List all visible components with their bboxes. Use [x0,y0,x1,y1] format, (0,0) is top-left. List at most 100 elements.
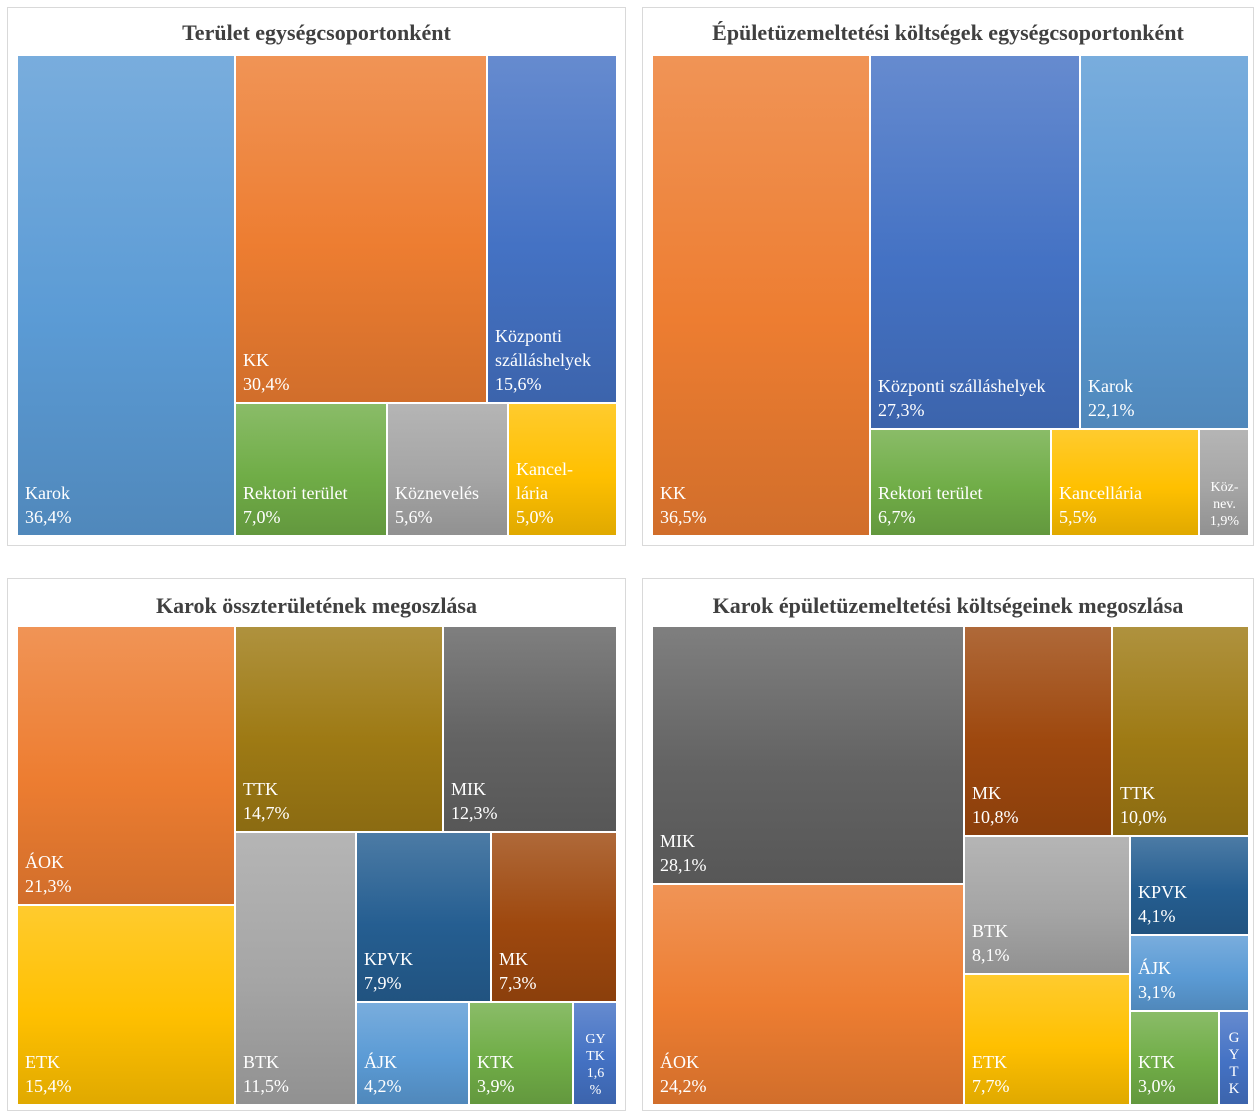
tile-label: KK 36,5% [660,481,707,529]
tile-label-line: 7,7% [972,1076,1010,1096]
tile-label-line: ETK [972,1052,1007,1072]
tile-label: Karok 22,1% [1088,374,1135,422]
tile-mik: MIK 12,3% [444,627,616,831]
tile-label-line: 1,9% [1209,514,1240,529]
tile-kancellária: Kancellária 5,5% [1052,430,1198,535]
tile-etk: ETK 7,7% [965,975,1129,1104]
tile-rektori-terület: Rektori terület 6,7% [871,430,1050,535]
tile-label: MIK 12,3% [451,777,498,825]
tile-label-line: Kancel- [516,459,573,479]
tile-btk: BTK 8,1% [965,837,1129,973]
tile-label: TTK 14,7% [243,777,290,825]
tile-gytk: GY TK 1,6% [574,1003,616,1104]
tile-label-line: TTK [243,779,278,799]
tile-label: MK 10,8% [972,781,1019,829]
tile-label: TTK 10,0% [1120,781,1167,829]
tile-mk: MK 7,3% [492,833,616,1001]
tile-ájk: ÁJK 4,2% [357,1003,468,1104]
treemap-cost-by-group: Épületüzemeltetési költségek egységcsopo… [642,7,1254,546]
tile-btk: BTK 11,5% [236,833,355,1104]
tile-ktk: KTK 3,9% [470,1003,572,1104]
tile-label: ETK 7,7% [972,1050,1010,1098]
tile-label-line: Karok [1088,376,1133,396]
tile-label-line: 14,7% [243,803,290,823]
treemap-area-by-group: Terület egységcsoportonként Karok 36,4% KK… [7,7,626,546]
tile-label-line: 7,3% [499,973,537,993]
tile-ájk: ÁJK 3,1% [1131,936,1248,1010]
tile-label-line: 15,4% [25,1076,72,1096]
tile-label-line: % [589,1083,602,1098]
tile-label-line: ÁOK [25,852,64,872]
tile-label-line: KTK [477,1052,514,1072]
tile-label: MIK 28,1% [660,829,707,877]
tile-label-line: 7,9% [364,973,402,993]
tile-label-line: 28,1% [660,855,707,875]
tile-label-line: 5,0% [516,507,554,527]
chart-title: Karok összterületének megoszlása [156,593,477,618]
tile-áok: ÁOK 24,2% [653,885,963,1104]
tile-label-line: MIK [660,831,695,851]
tile-label: Rektori terület 7,0% [243,481,347,529]
tile-köznevelés: Köz-nev. 1,9% [1200,430,1248,535]
tile-kk: KK 30,4% [236,56,486,402]
tile-központi-szálláshelyek: Központi szálláshelyek 15,6% [488,56,616,402]
tile-label: BTK 11,5% [243,1050,289,1098]
tile-áok: ÁOK 21,3% [18,627,234,904]
tile-label-line: 4,2% [364,1076,402,1096]
treemap-faculty-cost: Karok épületüzemeltetési költségeinek me… [642,578,1254,1111]
tile-label-line: ÁJK [364,1052,398,1072]
tile-karok: Karok 22,1% [1081,56,1248,428]
tile-ttk: TTK 14,7% [236,627,442,831]
tile-label-line: 36,5% [660,507,707,527]
tile-kancelláría: Kancel-lária 5,0% [509,404,616,535]
tile-kk: KK 36,5% [653,56,869,535]
tile-label-line: 4,1% [1138,906,1176,926]
tile-label-line: 27,3% [878,400,925,420]
tile-label: ÁJK 4,2% [364,1050,402,1098]
chart-title: Terület egységcsoportonként [182,20,451,45]
tile-etk: ETK 15,4% [18,906,234,1104]
tile-label: GY TK 1,6% [578,1031,613,1099]
tile-központi-szálláshelyek: Központi szálláshelyek 27,3% [871,56,1079,428]
tile-label-line: 5,5% [1059,507,1097,527]
tile-label-line: ETK [25,1052,60,1072]
tile-kpvk: KPVK 7,9% [357,833,490,1001]
tile-label-line: 6,7% [878,507,916,527]
tile-label: KPVK 7,9% [364,947,413,995]
tile-label-line: GY [585,1032,606,1047]
tile-mk: MK 10,8% [965,627,1111,835]
tile-karok: Karok 36,4% [18,56,234,535]
tile-label: KPVK 4,1% [1138,880,1187,928]
tile-label-line: szálláshelyek [495,350,591,370]
chart-title: Épületüzemeltetési költségek egységcsopo… [712,20,1184,45]
tile-label-line: TK [586,1049,605,1064]
tile-label-line: 12,3% [451,803,498,823]
tile-label: MK 7,3% [499,947,537,995]
tile-label-line: 10,8% [972,807,1019,827]
tile-label-line: 5,6% [395,507,433,527]
tile-label-line: KTK [1138,1052,1175,1072]
tile-label-line: 3,0% [1138,1076,1176,1096]
tile-label: Központi szálláshelyek 15,6% [495,324,591,396]
tile-label: KTK 3,9% [477,1050,515,1098]
tile-köznevelés: Köznevelés 5,6% [388,404,507,535]
tile-label: Központi szálláshelyek 27,3% [878,374,1045,422]
tile-label: Köznevelés 5,6% [395,481,479,529]
tile-label-line: K [1228,1081,1240,1097]
tile-label-line: 3,1% [1138,982,1176,1002]
tile-label-line: BTK [972,921,1008,941]
tile-label-line: 24,2% [660,1076,707,1096]
tile-label-line: 21,3% [25,876,72,896]
tile-label-line: Karok [25,483,70,503]
tile-label: BTK 8,1% [972,919,1010,967]
tile-label-line: KK [243,350,269,370]
tile-label-line: ÁOK [660,1052,699,1072]
tile-label-line: 7,0% [243,507,281,527]
tile-label-line: Kancellária [1059,483,1142,503]
tile-label-line: 22,1% [1088,400,1135,420]
tile-label-line: G [1228,1030,1240,1046]
tile-label: Köz-nev. 1,9% [1204,479,1245,530]
tile-label-line: BTK [243,1052,279,1072]
tile-label: KTK 3,0% [1138,1050,1176,1098]
